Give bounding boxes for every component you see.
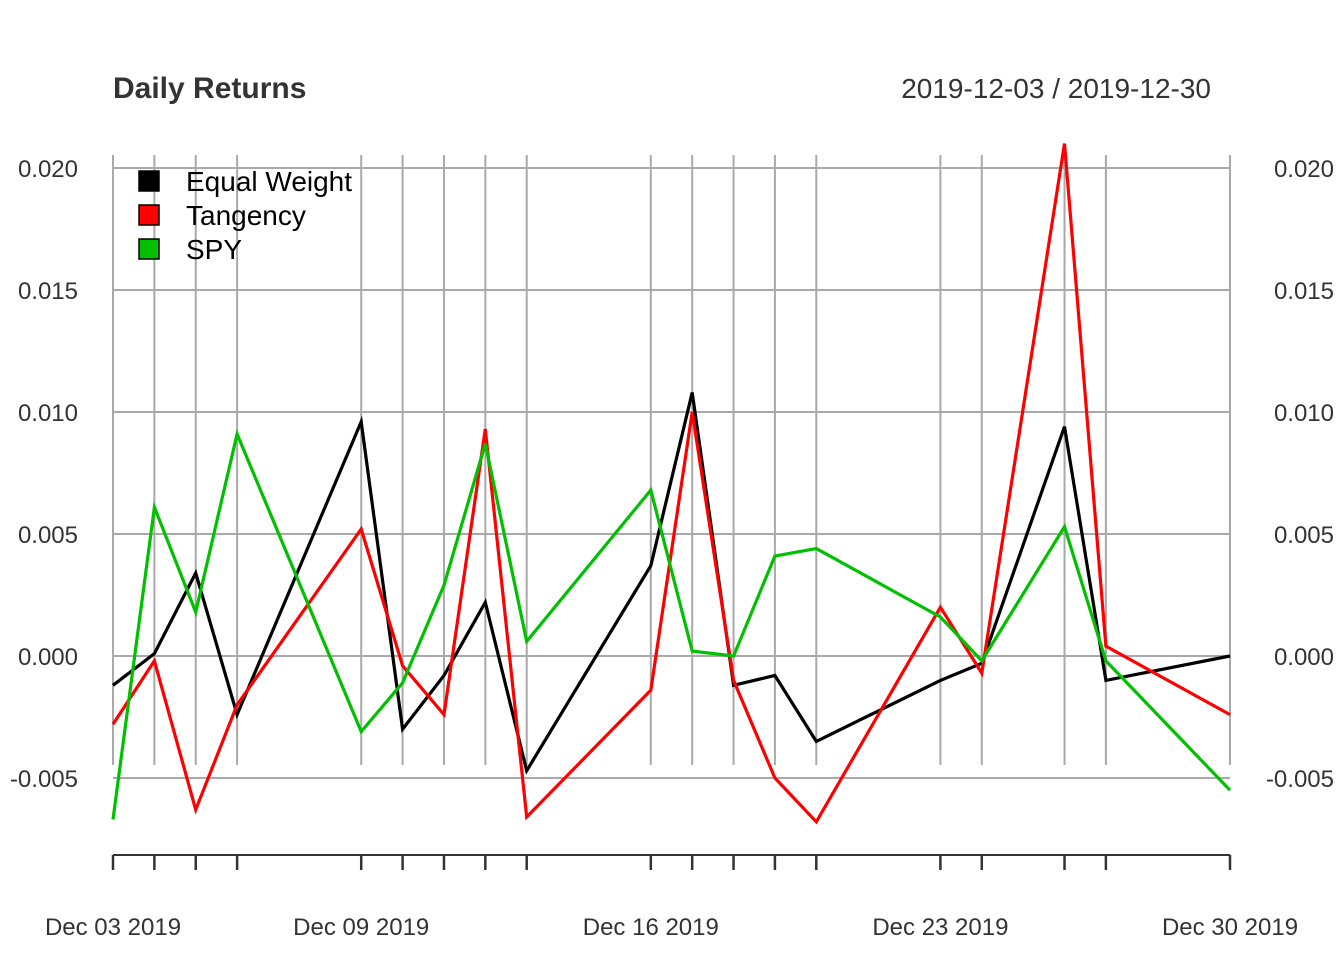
series-line-equal-weight [112, 392, 1231, 775]
y-tick-label-right: 0.000 [1274, 644, 1334, 671]
horizontal-gridlines [113, 167, 1230, 779]
y-tick-label-left: 0.015 [18, 278, 78, 305]
legend-swatch [138, 204, 160, 226]
y-tick-label-left: 0.000 [18, 644, 78, 671]
y-tick-label-left: 0.020 [18, 156, 78, 183]
series-lines [111, 143, 1232, 825]
y-tick-label-left: 0.005 [18, 522, 78, 549]
legend-swatch [138, 238, 160, 260]
y-tick-label-right: 0.020 [1274, 156, 1334, 183]
series-line-spy [111, 428, 1232, 820]
x-tick-label: Dec 09 2019 [293, 914, 429, 941]
x-axis: Dec 03 2019 Dec 09 2019 Dec 16 2019 Dec 23 … [45, 854, 1298, 941]
x-tick-label: Dec 16 2019 [583, 914, 719, 941]
date-range-label: 2019-12-03 / 2019-12-30 [901, 73, 1211, 104]
y-tick-label-left: 0.010 [18, 400, 78, 427]
legend-label: Equal Weight [186, 166, 352, 197]
chart-title: Daily Returns [113, 72, 306, 105]
x-tick-label: Dec 03 2019 [45, 914, 181, 941]
y-axis-right: 0.020 0.015 0.010 0.005 0.000 -0.005 [1266, 156, 1334, 793]
y-tick-label-right: -0.005 [1266, 766, 1334, 793]
y-tick-label-right: 0.010 [1274, 400, 1334, 427]
y-tick-label-right: 0.015 [1274, 278, 1334, 305]
vertical-gridlines [112, 155, 1231, 765]
legend-label: Tangency [186, 200, 306, 231]
y-axis-left: 0.020 0.015 0.010 0.005 0.000 -0.005 [10, 156, 78, 793]
y-tick-label-right: 0.005 [1274, 522, 1334, 549]
y-tick-label-left: -0.005 [10, 766, 78, 793]
series-line-tangency [111, 143, 1231, 825]
x-tick-label: Dec 30 2019 [1162, 914, 1298, 941]
legend-swatch [138, 170, 160, 192]
x-tick-label: Dec 23 2019 [872, 914, 1008, 941]
legend-label: SPY [186, 234, 242, 265]
